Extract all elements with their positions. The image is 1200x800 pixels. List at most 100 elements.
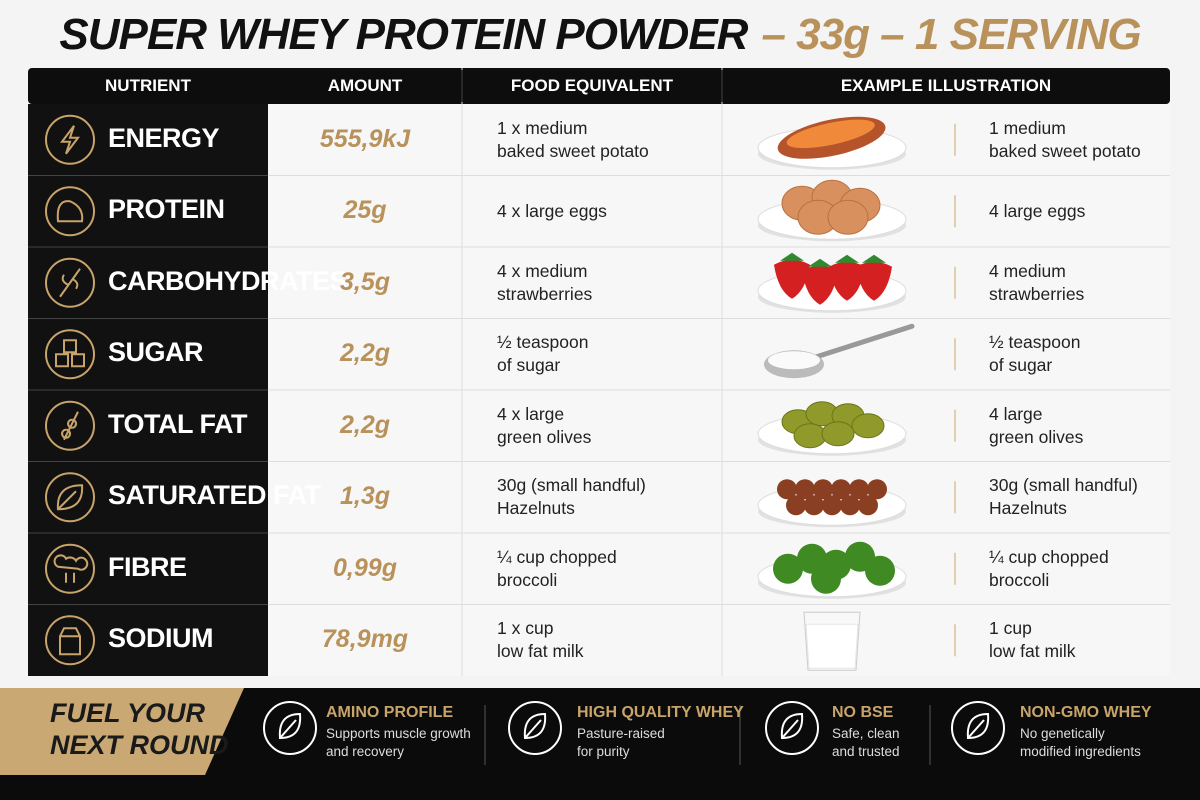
hazelnut: [858, 495, 878, 516]
illustration-caption: ¼ cup chopped: [989, 546, 1109, 567]
illustration-caption: strawberries: [989, 283, 1085, 304]
broccoli: [773, 553, 803, 584]
spoon-handle: [809, 323, 915, 361]
feature-title: NO BSE: [832, 704, 894, 721]
nutrient-icon-ring: [45, 257, 95, 308]
nutrient-name: SODIUM: [108, 623, 214, 654]
hazelnut: [822, 495, 842, 516]
food-equivalent: 4 x large: [497, 403, 565, 424]
strawberry-leaf: [780, 252, 804, 261]
food-equivalent: Hazelnuts: [497, 498, 575, 519]
strawberry: [856, 261, 892, 301]
food-equivalent: ½ teaspoon: [497, 332, 589, 353]
illustration-caption: Hazelnuts: [989, 498, 1067, 519]
slogan: FUEL YOUR: [50, 698, 206, 728]
food-equivalent: 4 x medium: [497, 260, 588, 281]
illustration-caption: ½ teaspoon: [989, 332, 1081, 353]
illustration-caption: of sugar: [989, 355, 1053, 376]
feature-description: and recovery: [326, 744, 405, 759]
food-equivalent: 4 x large eggs: [497, 200, 607, 221]
illustration-caption: 30g (small handful): [989, 475, 1138, 496]
nutrient-icon: [56, 484, 84, 511]
hazelnut: [849, 479, 869, 500]
nutrient-icon: [60, 125, 80, 155]
food-equivalent: baked sweet potato: [497, 140, 649, 161]
strawberry-leaf: [862, 254, 886, 263]
feature-icon: [523, 712, 547, 740]
nutrient-icon-ring: [45, 472, 95, 523]
nutrient-icon-ring: [45, 615, 95, 666]
nutrient-icon: [59, 627, 81, 656]
feature-icon: [780, 712, 804, 740]
hazelnut: [813, 479, 833, 500]
feature-description: Supports muscle growth: [326, 726, 471, 741]
nutrient-icon-ring: [45, 543, 95, 594]
nutrient-icon: [56, 200, 84, 223]
nutrient-amount: 25g: [343, 196, 387, 225]
column-header: NUTRIENT: [105, 76, 191, 95]
slogan-bg: [0, 688, 244, 775]
title-suffix: – 33g – 1 SERVING: [761, 10, 1141, 59]
feature-icon-ring: [765, 701, 819, 755]
broccoli: [865, 555, 895, 586]
table-header-bg: [28, 68, 1170, 104]
food-equivalent: low fat milk: [497, 641, 584, 662]
nutrient-icon-ring: [45, 400, 95, 451]
hazelnut: [786, 495, 806, 516]
nutrient-icon-ring: [45, 186, 95, 237]
slogan: NEXT ROUND: [50, 730, 229, 760]
hazelnut: [831, 479, 851, 500]
feature-icon: [278, 712, 302, 740]
nutrient-amount: 78,9mg: [321, 625, 409, 654]
nutrient-name: SUGAR: [108, 337, 204, 368]
broccoli: [811, 563, 841, 594]
illustration-caption: low fat milk: [989, 641, 1076, 662]
nutrient-name: TOTAL FAT: [108, 408, 248, 439]
illustration-caption: 1 cup: [989, 618, 1032, 639]
illustration-caption: green olives: [989, 426, 1084, 447]
title-main: SUPER WHEY PROTEIN POWDER: [59, 10, 748, 59]
illustration-caption: 4 large eggs: [989, 200, 1086, 221]
strawberry-leaf: [835, 254, 859, 263]
nutrient-name: ENERGY: [108, 122, 220, 153]
feature-description: Pasture-raised: [577, 726, 665, 741]
nutrient-icon-ring: [45, 329, 95, 380]
illustration-caption: 4 large: [989, 403, 1043, 424]
feature-icon-ring: [508, 701, 562, 755]
hazelnut: [777, 479, 797, 500]
food-equivalent: 1 x medium: [497, 117, 588, 138]
hazelnut: [804, 495, 824, 516]
title: SUPER WHEY PROTEIN POWDER – 33g – 1 SERVI…: [0, 10, 1200, 60]
illustration-caption: broccoli: [989, 569, 1050, 590]
nutrient-amount: 555,9kJ: [319, 124, 411, 153]
feature-title: HIGH QUALITY WHEY: [577, 704, 744, 721]
food-equivalent: ¼ cup chopped: [497, 546, 617, 567]
feature-icon-ring: [951, 701, 1005, 755]
strawberry-leaf: [808, 258, 832, 267]
nutrient-icon: [55, 339, 85, 368]
illustration-caption: 1 medium: [989, 117, 1066, 138]
feature-icon: [966, 712, 990, 740]
nutrient-name: SATURATED FAT: [108, 480, 321, 511]
feature-description: Safe, clean: [832, 726, 900, 741]
milk: [805, 623, 859, 669]
food-equivalent: green olives: [497, 426, 592, 447]
olive: [821, 421, 855, 447]
food-equivalent: of sugar: [497, 355, 561, 376]
nutrient-amount: 1,3g: [339, 482, 391, 511]
hazelnut: [795, 479, 815, 500]
feature-title: AMINO PROFILE: [326, 704, 454, 721]
strawberry: [802, 265, 838, 305]
illustration-caption: 4 medium: [989, 260, 1066, 281]
column-header: AMOUNT: [327, 76, 403, 95]
illustration-caption: baked sweet potato: [989, 140, 1141, 161]
column-header: EXAMPLE ILLUSTRATION: [840, 76, 1052, 95]
nutrient-name: FIBRE: [108, 551, 187, 582]
nutrient-amount: 2,2g: [339, 339, 391, 368]
feature-icon-ring: [263, 701, 317, 755]
nutrient-amount: 3,5g: [339, 267, 391, 296]
strawberry: [829, 261, 865, 301]
feature-description: modified ingredients: [1020, 744, 1141, 759]
food-equivalent: broccoli: [497, 569, 558, 590]
